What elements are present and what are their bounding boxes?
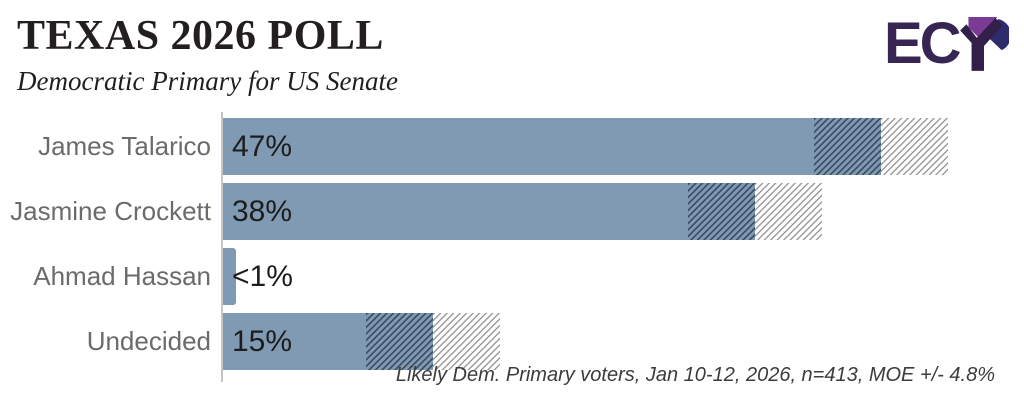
ecp-logo: EC xyxy=(884,11,1009,76)
category-label: Ahmad Hassan xyxy=(33,261,211,291)
logo-purple-wedge-icon xyxy=(968,17,998,37)
bar-track: 47% xyxy=(223,118,1024,175)
bar-moe-upper-segment xyxy=(881,118,949,175)
chart-row: Undecided 15% xyxy=(0,313,1024,370)
bar-value-label: 38% xyxy=(232,194,293,228)
bar-value-label: 47% xyxy=(232,129,293,163)
bar-solid-segment xyxy=(223,183,688,240)
bar-value-label: 15% xyxy=(232,324,293,358)
y-axis-line xyxy=(221,112,223,382)
bar-track: <1% xyxy=(223,248,1024,305)
chart-subtitle: Democratic Primary for US Senate xyxy=(17,66,398,96)
bar-solid-segment xyxy=(223,118,814,175)
logo-check-stem-icon xyxy=(959,18,1003,71)
chart-rows: James Talarico 47% Jasmine Crockett 38% Ahma… xyxy=(0,118,1024,378)
ecp-logo-p-mark xyxy=(959,17,1009,71)
source-note: Likely Dem. Primary voters, Jan 10-12, 2… xyxy=(395,364,995,386)
category-label: Undecided xyxy=(86,326,211,356)
bar-moe-lower-segment xyxy=(365,313,433,370)
chart-row: Ahmad Hassan <1% xyxy=(0,248,1024,305)
category-label: Jasmine Crockett xyxy=(10,196,211,226)
chart-row: Jasmine Crockett 38% xyxy=(0,183,1024,240)
bar-track: 38% xyxy=(223,183,1024,240)
bar-moe-upper-segment xyxy=(755,183,823,240)
category-label: James Talarico xyxy=(38,131,211,161)
ecp-logo-letters: EC xyxy=(884,11,962,76)
bar-solid-segment xyxy=(223,248,236,305)
chart-row: James Talarico 47% xyxy=(0,118,1024,175)
bar-solid-segment xyxy=(223,313,366,370)
bar-moe-upper-segment xyxy=(433,313,501,370)
bar-moe-lower-segment xyxy=(687,183,755,240)
bar-moe-lower-segment xyxy=(813,118,881,175)
bar-value-label: <1% xyxy=(232,259,293,293)
bar-track: 15% xyxy=(223,313,1024,370)
page-title: TEXAS 2026 POLL xyxy=(17,13,384,59)
